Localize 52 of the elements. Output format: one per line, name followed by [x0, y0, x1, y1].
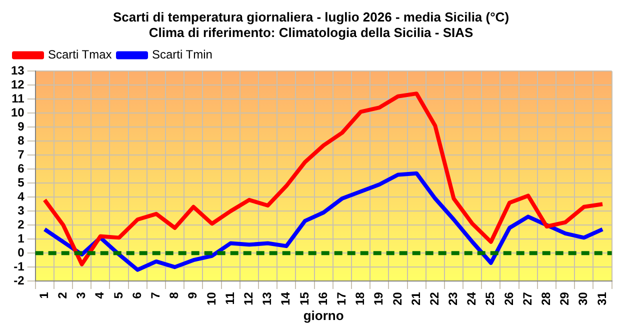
y-tick-label: 1	[18, 231, 25, 246]
x-tick-label: 29	[558, 292, 572, 306]
x-tick-label: 6	[130, 292, 144, 299]
x-tick-label: 8	[167, 292, 182, 299]
y-tick-label: 8	[18, 133, 25, 148]
y-tick-label: 2	[18, 217, 25, 232]
x-tick-label: 4	[92, 292, 107, 299]
x-tick-label: 25	[483, 292, 498, 306]
y-tick-label: 6	[18, 161, 25, 176]
x-tick-label: 28	[539, 292, 554, 306]
y-tick-label: 4	[18, 189, 25, 204]
x-tick-label: 20	[390, 292, 404, 306]
chart-title: Scarti di temperatura giornaliera - luglio 2026 - media Sicilia (°C)	[112, 9, 510, 24]
x-tick-label: 30	[576, 292, 590, 306]
legend-label: Scarti Tmax	[48, 48, 112, 62]
x-tick-label: 24	[464, 292, 479, 306]
x-tick-label: 12	[242, 292, 256, 306]
x-tick-label: 14	[278, 292, 293, 306]
x-tick-label: 27	[520, 292, 534, 306]
chart-subtitle: Clima di riferimento: Climatologia della Sicilia - SIAS	[148, 24, 474, 40]
x-tick-label: 7	[148, 292, 163, 299]
x-tick-label: 18	[353, 292, 368, 306]
x-tick-label: 11	[222, 292, 237, 305]
x-tick-label: 31	[594, 292, 609, 306]
x-tick-label: 21	[408, 292, 423, 306]
x-tick-label: 17	[334, 292, 348, 306]
y-tick-label: 10	[10, 105, 25, 120]
x-axis-title: giorno	[303, 308, 344, 323]
x-tick-label: 19	[372, 292, 386, 306]
x-tick-label: 22	[427, 292, 442, 306]
x-tick-label: 23	[446, 292, 460, 306]
x-tick-label: 2	[56, 292, 70, 299]
y-tick-label: 5	[18, 175, 25, 190]
y-tick-label: 9	[18, 119, 25, 134]
y-tick-label: 0	[18, 245, 25, 260]
y-tick-label: -2	[14, 273, 25, 288]
x-tick-label: 16	[316, 292, 330, 306]
x-tick-label: 1	[36, 292, 51, 299]
y-tick-label: 12	[10, 78, 25, 92]
y-tick-label: 7	[18, 147, 25, 162]
x-tick-label: 26	[502, 292, 516, 306]
x-tick-label: 10	[204, 292, 218, 306]
x-tick-label: 5	[111, 292, 126, 299]
y-tick-label: -1	[14, 259, 25, 274]
x-tick-label: 13	[260, 292, 274, 306]
y-tick-label: 13	[10, 64, 25, 78]
y-tick-label: 3	[18, 203, 25, 218]
x-tick-label: 9	[186, 292, 200, 299]
legend-label: Scarti Tmin	[152, 48, 212, 62]
x-tick-label: 3	[74, 292, 88, 299]
x-tick-label: 15	[297, 292, 312, 306]
y-tick-label: 11	[12, 91, 25, 106]
